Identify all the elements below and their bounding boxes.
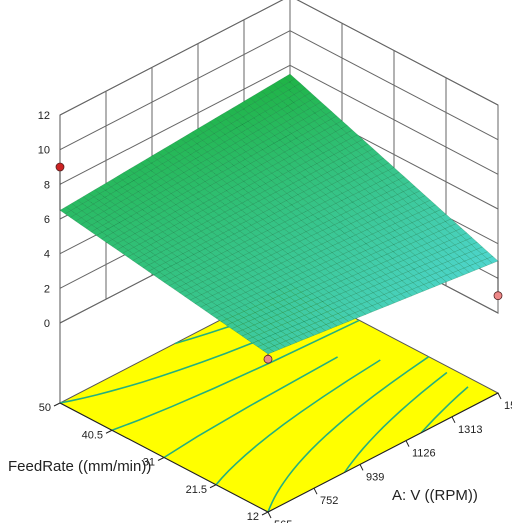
- floor-contour-plane: [58, 283, 500, 513]
- floor-contour-line: [215, 359, 381, 486]
- floor-contour-line: [267, 356, 430, 513]
- x-tick-label: 1500: [504, 400, 512, 412]
- floor-contour-line: [344, 371, 448, 473]
- x-tick-mark: [313, 487, 318, 495]
- y-tick-label: 21.5: [186, 484, 207, 496]
- floor-contour-line: [420, 386, 469, 434]
- y-tick-mark: [53, 402, 61, 407]
- design-point-4: [493, 291, 503, 301]
- floor-contour-line: [111, 319, 360, 432]
- z-tick-label: 6: [44, 214, 50, 226]
- z-tick-label: 0: [44, 318, 50, 330]
- z-tick-label: 10: [38, 145, 50, 157]
- y-tick-mark: [261, 511, 269, 516]
- response-surface: [59, 73, 499, 355]
- y-tick-mark: [105, 429, 113, 434]
- y-tick-mark: [209, 484, 217, 489]
- z-tick-label: 2: [44, 283, 50, 295]
- z-gridline: [59, 0, 499, 116]
- x-tick-label: 1126: [412, 448, 436, 460]
- y-axis-title: FeedRate ((mm/min)): [8, 458, 151, 475]
- y-tick-mark: [157, 457, 165, 461]
- surface-cell: [262, 347, 275, 355]
- x-tick-mark: [267, 511, 272, 519]
- y-tick-label: 40.5: [82, 429, 103, 441]
- tick-labels: 565 752 939 1126 1313 1500 12 21.5 31 40.5 50 0 2 4 6 8…: [38, 110, 512, 523]
- x-tick-mark: [359, 464, 364, 471]
- floor-contour-line: [163, 356, 338, 459]
- x-tick-label: 1313: [458, 424, 482, 436]
- x-tick-label: 939: [366, 471, 384, 483]
- x-tick-label: 752: [320, 495, 338, 507]
- y-tick-label: 50: [39, 402, 51, 414]
- y-tick-label: 12: [247, 511, 259, 523]
- y-tick-label: 31: [143, 457, 155, 469]
- floor-contour-line: [59, 313, 323, 404]
- x-tick-mark: [451, 416, 456, 424]
- z-tick-label: 8: [44, 179, 50, 191]
- z-tick-label: 12: [38, 110, 50, 122]
- design-points-front: [55, 162, 65, 211]
- z-tick-label: 4: [44, 249, 50, 261]
- x-axis-line: [267, 392, 499, 513]
- design-point-2: [263, 354, 273, 364]
- x-axis-title: A: V ((RPM)): [392, 487, 478, 504]
- x-tick-label: 565: [274, 519, 292, 523]
- x-tick-mark: [497, 392, 502, 400]
- design-point-1: [55, 162, 65, 172]
- x-tick-mark: [405, 440, 410, 447]
